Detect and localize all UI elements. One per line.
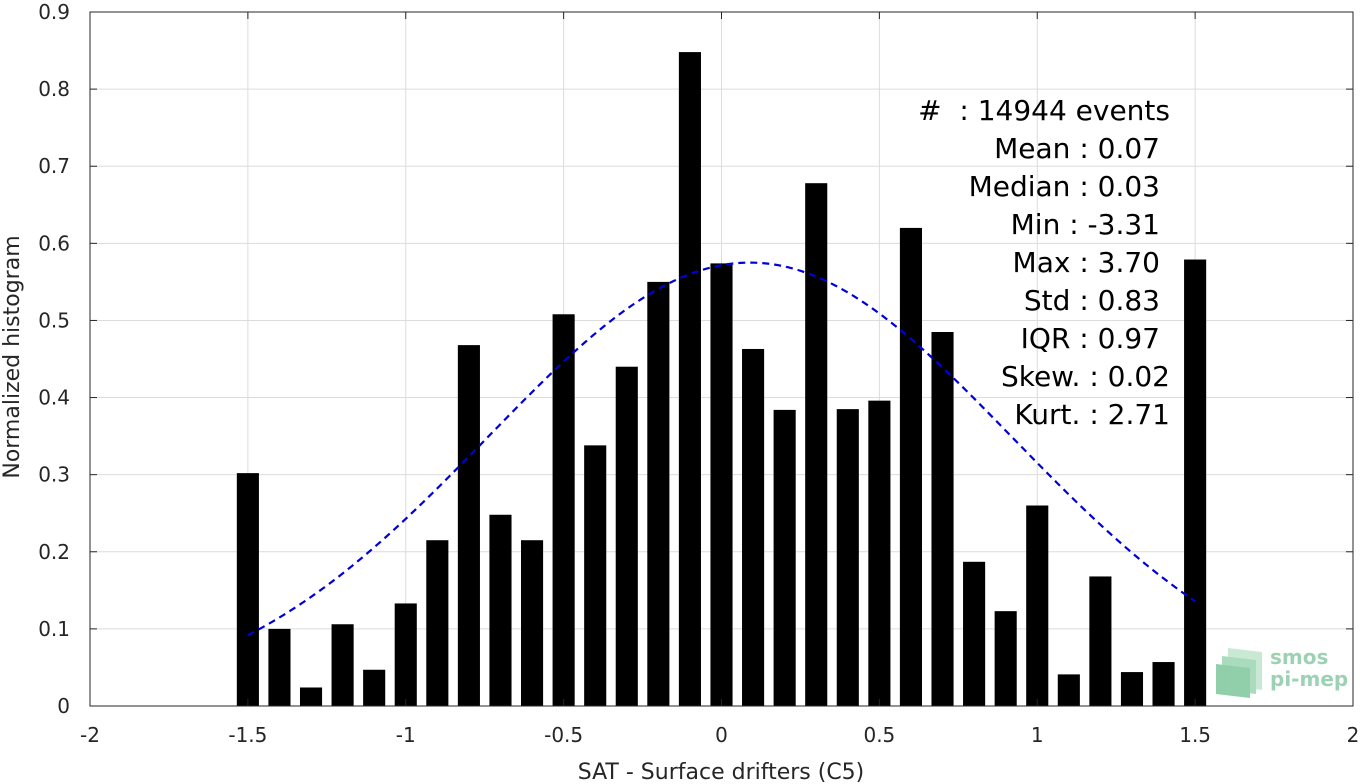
- x-tick-label: 1: [1031, 723, 1044, 747]
- x-tick-label: -1.5: [228, 723, 267, 747]
- x-axis-label: SAT - Surface drifters (C5): [578, 760, 865, 784]
- x-tick-label: -1: [396, 723, 416, 747]
- histogram-bar: [899, 227, 923, 706]
- logo-text-smos: smos: [1270, 645, 1328, 669]
- x-tick-label: 2: [1347, 723, 1360, 747]
- histogram-bar: [584, 445, 607, 706]
- histogram-bar: [1152, 662, 1175, 706]
- x-tick-label: 0.5: [863, 723, 895, 747]
- histogram-bar: [773, 409, 796, 706]
- histogram-bar: [1184, 259, 1207, 706]
- y-tick-label: 0.9: [38, 0, 70, 24]
- stat-median: Median : 0.03: [969, 170, 1160, 203]
- y-tick-label: 0.8: [38, 77, 70, 101]
- x-tick-label: 0: [715, 723, 728, 747]
- smos-pi-mep-logo: smos pi-mep: [1216, 645, 1348, 698]
- stat-kurt: Kurt. : 2.71: [1014, 398, 1170, 431]
- stat-max: Max : 3.70: [1013, 246, 1160, 279]
- histogram-bar: [1089, 576, 1112, 706]
- histogram-bar: [615, 366, 638, 706]
- histogram-bar: [552, 314, 575, 706]
- logo-mark-front: [1216, 664, 1250, 698]
- histogram-bar: [868, 400, 891, 706]
- histogram-bar: [678, 52, 701, 706]
- y-axis-label: Normalized histogram: [0, 235, 25, 478]
- histogram-bar: [1026, 505, 1049, 706]
- histogram-bar: [394, 603, 417, 706]
- histogram-bars: [236, 52, 1207, 707]
- stat-skew: Skew. : 0.02: [1001, 360, 1170, 393]
- statistics-annotation: # : 14944 events Mean : 0.07 Median : 0.…: [918, 94, 1170, 431]
- y-tick-label: 0.1: [38, 617, 70, 641]
- histogram-bar: [1120, 672, 1144, 706]
- histogram-bar: [1057, 674, 1080, 706]
- gaussian-fit-layer: [247, 261, 1196, 637]
- histogram-bar: [268, 628, 291, 706]
- x-tick-label: -2: [80, 723, 100, 747]
- x-tick-label: 1.5: [1179, 723, 1211, 747]
- histogram-bar: [710, 263, 733, 706]
- y-tick-label: 0.4: [38, 386, 70, 410]
- histogram-bar: [489, 514, 512, 706]
- stat-std: Std : 0.83: [1024, 284, 1160, 317]
- histogram-bar: [299, 687, 323, 706]
- histogram-bar: [426, 540, 449, 706]
- histogram-bar: [994, 611, 1017, 706]
- y-tick-label: 0.3: [38, 463, 70, 487]
- stat-min: Min : -3.31: [1011, 208, 1160, 241]
- y-tick-label: 0.7: [38, 154, 70, 178]
- x-tick-label: -0.5: [544, 723, 583, 747]
- y-axis-ticks: 0 0.1 0.2 0.3 0.4 0.5 0.6 0.7 0.8 0.9: [38, 0, 1353, 718]
- histogram-bar: [520, 540, 544, 706]
- histogram-bar: [647, 281, 670, 706]
- histogram-bar: [742, 348, 765, 706]
- logo-text-pi-mep: pi-mep: [1270, 667, 1348, 691]
- histogram-bar: [805, 183, 828, 707]
- y-tick-label: 0.2: [38, 540, 70, 564]
- y-tick-label: 0: [57, 694, 70, 718]
- histogram-bar: [836, 409, 859, 706]
- histogram-bar: [331, 624, 354, 706]
- histogram-bar: [457, 345, 480, 706]
- histogram-bar: [931, 332, 954, 706]
- histogram-bar: [363, 669, 386, 706]
- y-tick-label: 0.6: [38, 231, 70, 255]
- y-tick-label: 0.5: [38, 308, 70, 332]
- histogram-bar: [236, 473, 259, 706]
- histogram-bar: [963, 561, 986, 706]
- x-axis-ticks: -2 -1.5 -1 -0.5 0 0.5 1 1.5 2: [80, 12, 1359, 747]
- gaussian-fit-curve: [247, 261, 1196, 637]
- stat-events: # : 14944 events: [918, 94, 1170, 127]
- stat-mean: Mean : 0.07: [994, 132, 1160, 165]
- stat-iqr: IQR : 0.97: [1021, 322, 1160, 355]
